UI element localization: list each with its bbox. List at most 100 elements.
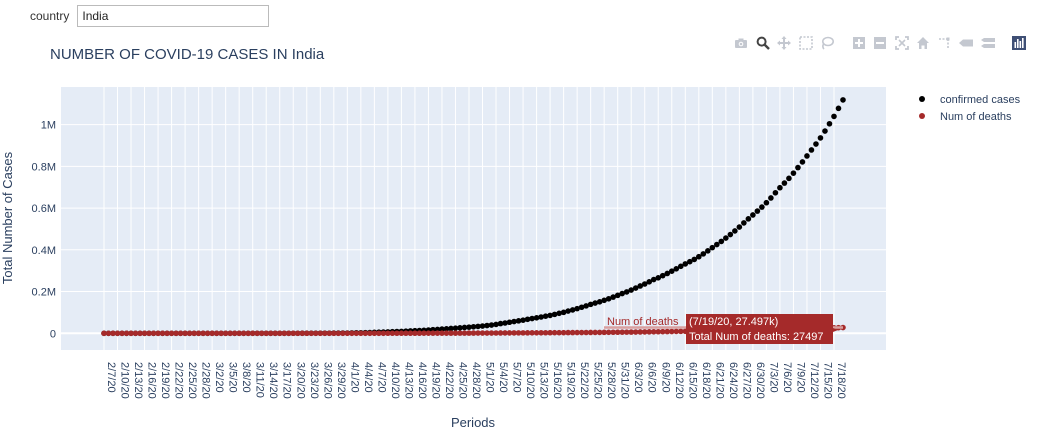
x-tick-label: 2/19/20 — [159, 362, 171, 399]
legend: confirmed cases Num of deaths — [919, 94, 1021, 123]
confirmed-point — [587, 301, 594, 308]
confirmed-point — [718, 238, 725, 245]
death-point — [105, 330, 112, 337]
x-tick-label: 2/16/20 — [146, 362, 158, 399]
death-point — [551, 329, 558, 336]
x-tick-label: 6/18/20 — [700, 362, 712, 399]
confirmed-point — [565, 308, 571, 314]
confirmed-point — [479, 323, 486, 329]
death-point — [664, 328, 671, 335]
confirmed-point — [524, 316, 531, 323]
x-tick-label: 3/8/20 — [240, 362, 252, 393]
confirmed-point — [732, 228, 738, 234]
confirmed-point — [596, 299, 603, 305]
x-tick-label: 6/12/20 — [673, 362, 685, 399]
death-point — [659, 328, 666, 335]
confirmed-point — [772, 189, 779, 196]
hover-coords: (7/19/20, 27.497k) — [689, 316, 778, 328]
x-tick-label: 7/15/20 — [821, 362, 833, 399]
camera-icon[interactable] — [733, 35, 749, 51]
x-tick-label: 3/20/20 — [294, 362, 306, 399]
x-tick-label: 2/7/20 — [105, 362, 117, 393]
confirmed-point — [461, 324, 468, 331]
death-point — [493, 330, 499, 336]
death-point — [213, 330, 220, 337]
x-tick-label: 7/6/20 — [781, 362, 793, 393]
x-tick-label: 5/1/20 — [484, 362, 496, 393]
box-select-icon[interactable] — [798, 35, 814, 51]
zoom-icon[interactable] — [755, 35, 771, 51]
x-tick-label: 3/26/20 — [321, 362, 333, 399]
confirmed-point — [813, 141, 819, 147]
confirmed-point — [727, 231, 734, 238]
confirmed-point — [790, 170, 797, 176]
x-tick-label: 5/13/20 — [538, 362, 550, 399]
x-tick-label: 3/11/20 — [254, 362, 266, 398]
x-tick-label: 5/7/20 — [511, 362, 523, 393]
reset-axes-icon[interactable] — [915, 35, 931, 51]
hover-compare-icon[interactable] — [980, 35, 996, 51]
x-tick-label: 6/15/20 — [686, 362, 698, 399]
spike-lines-icon[interactable] — [937, 35, 953, 51]
country-input[interactable] — [77, 5, 270, 27]
confirmed-point — [488, 322, 495, 328]
death-point — [412, 330, 418, 337]
death-point — [637, 329, 644, 335]
lasso-select-icon[interactable] — [819, 35, 835, 51]
death-point — [587, 329, 594, 336]
x-tick-label: 5/22/20 — [578, 362, 590, 399]
zoom-in-icon[interactable] — [851, 35, 867, 51]
confirmed-point — [750, 212, 756, 218]
confirmed-point — [556, 310, 562, 317]
confirmed-point — [835, 105, 842, 112]
death-point — [556, 329, 562, 336]
x-tick-label: 4/19/20 — [429, 362, 441, 399]
autoscale-icon[interactable] — [894, 35, 910, 51]
confirmed-point — [723, 235, 729, 241]
death-point — [632, 329, 639, 335]
death-point — [646, 329, 653, 335]
legend-item-deaths[interactable]: Num of deaths — [919, 111, 1012, 123]
confirmed-point — [714, 241, 720, 248]
hover-trace-name: Num of deaths — [607, 316, 679, 328]
x-axis-ticks: 2/7/20 2/10/20 2/13/20 2/16/20 2/19/20 2/22/2… — [105, 362, 847, 399]
x-tick-label: 2/13/20 — [132, 362, 144, 399]
death-point — [335, 330, 342, 337]
death-point — [155, 330, 161, 337]
confirmed-point — [677, 263, 684, 270]
confirmed-point — [646, 279, 653, 285]
x-tick-label: 5/31/20 — [619, 362, 631, 399]
death-point — [371, 330, 378, 337]
death-point — [168, 330, 175, 337]
confirmed-point — [659, 272, 666, 279]
death-point — [673, 328, 680, 335]
death-point — [204, 330, 211, 337]
hover-closest-icon[interactable] — [958, 35, 974, 51]
death-point — [380, 330, 387, 337]
confirmed-point — [745, 216, 752, 222]
confirmed-point — [529, 315, 535, 322]
death-point — [398, 330, 405, 337]
confirmed-point — [619, 290, 626, 297]
plotly-logo-icon[interactable] — [1011, 35, 1027, 51]
zoom-out-icon[interactable] — [872, 35, 888, 51]
confirmed-point — [515, 318, 522, 324]
x-tick-label: 4/28/20 — [470, 362, 482, 399]
legend-item-confirmed[interactable]: confirmed cases — [919, 94, 1021, 106]
death-point — [596, 329, 603, 336]
death-point — [272, 330, 279, 337]
x-tick-label: 7/12/20 — [808, 362, 820, 399]
death-point — [236, 330, 242, 337]
pan-icon[interactable] — [776, 35, 792, 51]
y-tick-label: 0.6M — [32, 203, 56, 215]
confirmed-point — [741, 220, 747, 226]
x-tick-label: 6/6/20 — [646, 362, 658, 393]
death-point — [457, 330, 463, 336]
confirmed-point — [443, 326, 450, 332]
y-tick-label: 0 — [50, 328, 56, 340]
death-point — [137, 330, 143, 337]
x-tick-label: 5/4/20 — [497, 362, 509, 393]
death-point — [470, 330, 477, 336]
death-point — [164, 330, 170, 337]
plot-modebar — [733, 35, 1033, 51]
